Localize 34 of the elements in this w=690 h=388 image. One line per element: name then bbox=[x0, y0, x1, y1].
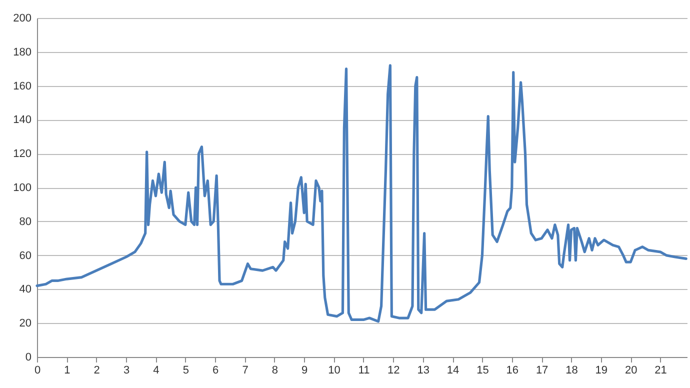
x-tick-label: 17 bbox=[536, 364, 548, 376]
x-tick-label: 9 bbox=[302, 364, 308, 376]
x-tick-label: 1 bbox=[64, 364, 70, 376]
x-tick-label: 20 bbox=[624, 364, 638, 376]
x-tick-label: 3 bbox=[123, 364, 130, 376]
x-tick-label: 11 bbox=[358, 364, 370, 376]
x-tick-label: 7 bbox=[242, 364, 248, 376]
y-tick-label: 40 bbox=[19, 284, 32, 296]
y-tick-label: 180 bbox=[13, 46, 32, 58]
y-tick-label: 20 bbox=[19, 318, 32, 330]
y-tick-label: 100 bbox=[13, 182, 32, 194]
x-tick-label: 13 bbox=[417, 364, 430, 376]
x-tick-label: 12 bbox=[388, 364, 400, 376]
y-tick-label: 120 bbox=[13, 148, 32, 160]
y-tick-label: 80 bbox=[19, 216, 32, 228]
x-tick-label: 14 bbox=[446, 364, 460, 376]
x-tick-label: 21 bbox=[654, 364, 667, 376]
x-tick-label: 16 bbox=[506, 364, 519, 376]
x-tick-label: 4 bbox=[153, 364, 160, 376]
x-tick-label: 15 bbox=[476, 364, 489, 376]
x-tick-label: 8 bbox=[272, 364, 278, 376]
x-tick-label: 6 bbox=[212, 364, 219, 376]
x-tick-label: 2 bbox=[94, 364, 100, 376]
x-tick-label: 0 bbox=[34, 364, 41, 376]
y-tick-label: 160 bbox=[13, 80, 32, 92]
x-tick-label: 10 bbox=[328, 364, 340, 376]
x-tick-label: 19 bbox=[595, 364, 608, 376]
line-series bbox=[36, 64, 688, 323]
y-tick-label: 140 bbox=[13, 114, 32, 126]
x-tick-label: 5 bbox=[182, 364, 189, 376]
x-tick-label: 18 bbox=[566, 364, 578, 376]
y-tick-label: 60 bbox=[19, 250, 32, 262]
y-tick-label: 0 bbox=[25, 352, 32, 364]
y-tick-label: 200 bbox=[13, 12, 32, 24]
